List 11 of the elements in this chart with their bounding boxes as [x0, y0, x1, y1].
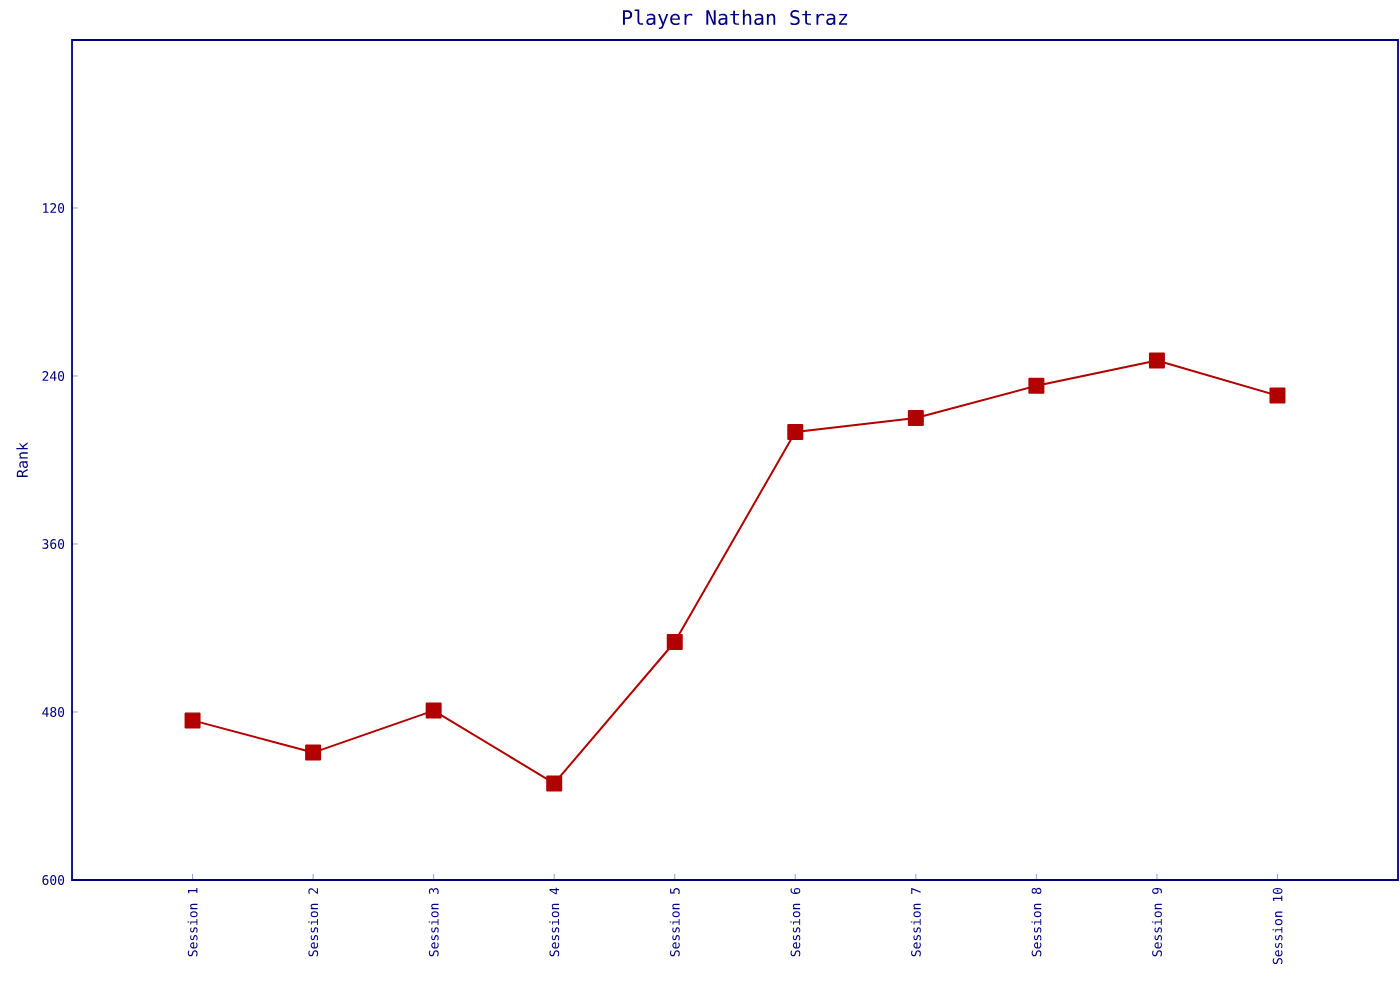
- point: [787, 423, 804, 440]
- point: [546, 775, 563, 792]
- point: [1028, 377, 1045, 394]
- point: [184, 712, 201, 729]
- chart-title: Player Nathan Straz: [622, 9, 848, 29]
- point: [1269, 387, 1286, 404]
- point: [425, 702, 442, 719]
- point: [907, 409, 924, 426]
- point: [305, 744, 322, 761]
- point: [666, 633, 683, 650]
- point: [1148, 352, 1165, 369]
